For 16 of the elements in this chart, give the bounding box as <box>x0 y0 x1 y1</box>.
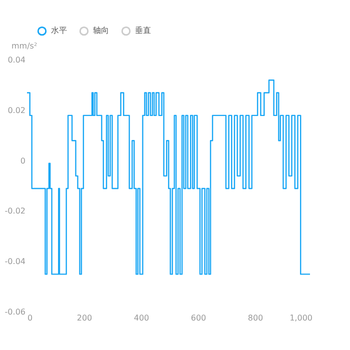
y-tick-label: 0.02 <box>8 106 26 115</box>
y-axis-title: mm/s² <box>12 42 38 50</box>
x-tick-label: 600 <box>190 314 206 322</box>
legend-label: 垂直 <box>135 26 151 36</box>
x-tick-label: 1,000 <box>290 314 312 322</box>
y-tick-label: -0.02 <box>4 206 26 216</box>
x-tick-label: 400 <box>134 314 150 322</box>
y-tick-label: 0.04 <box>8 56 26 64</box>
legend-label: 轴向 <box>93 26 109 36</box>
y-tick-label: -0.06 <box>4 308 26 316</box>
x-tick-label: 200 <box>76 314 92 322</box>
legend-label: 水平 <box>51 26 67 36</box>
x-tick-label: 800 <box>248 314 264 322</box>
x-tick-label: 0 <box>28 314 33 322</box>
y-tick-label: -0.04 <box>4 257 26 266</box>
y-tick-label: 0 <box>20 156 26 166</box>
